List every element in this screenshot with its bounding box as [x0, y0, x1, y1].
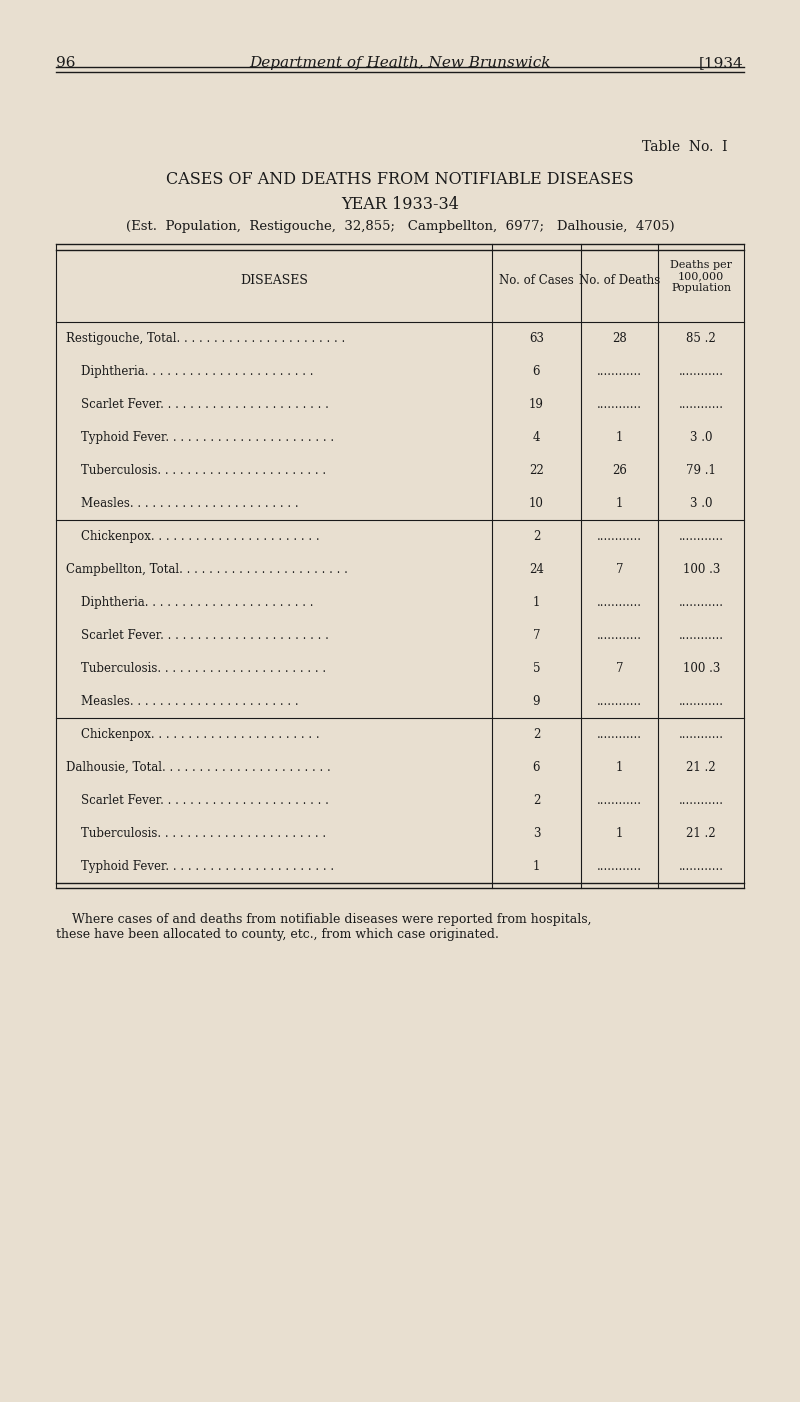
Text: No. of Cases: No. of Cases — [499, 273, 574, 287]
Text: ............: ............ — [678, 794, 724, 806]
Text: 1: 1 — [616, 827, 623, 840]
Text: 19: 19 — [529, 398, 544, 411]
Text: Typhoid Fever. . . . . . . . . . . . . . . . . . . . . . .: Typhoid Fever. . . . . . . . . . . . . .… — [66, 432, 334, 444]
Text: (Est.  Population,  Restigouche,  32,855;   Campbellton,  6977;   Dalhousie,  47: (Est. Population, Restigouche, 32,855; C… — [126, 220, 674, 233]
Text: ............: ............ — [678, 859, 724, 872]
Text: 6: 6 — [533, 366, 540, 379]
Text: 79 .1: 79 .1 — [686, 464, 716, 477]
Text: ............: ............ — [597, 859, 642, 872]
Text: Tuberculosis. . . . . . . . . . . . . . . . . . . . . . .: Tuberculosis. . . . . . . . . . . . . . … — [66, 827, 326, 840]
Text: Department of Health, New Brunswick: Department of Health, New Brunswick — [250, 56, 550, 70]
Text: 10: 10 — [529, 498, 544, 510]
Text: ............: ............ — [597, 794, 642, 806]
Text: 3: 3 — [533, 827, 540, 840]
Text: CASES OF AND DEATHS FROM NOTIFIABLE DISEASES: CASES OF AND DEATHS FROM NOTIFIABLE DISE… — [166, 171, 634, 188]
Text: ............: ............ — [678, 530, 724, 543]
Text: ............: ............ — [597, 596, 642, 608]
Text: 1: 1 — [616, 432, 623, 444]
Text: 24: 24 — [529, 564, 544, 576]
Text: Tuberculosis. . . . . . . . . . . . . . . . . . . . . . .: Tuberculosis. . . . . . . . . . . . . . … — [66, 464, 326, 477]
Text: 2: 2 — [533, 794, 540, 806]
Text: 2: 2 — [533, 728, 540, 740]
Text: 1: 1 — [616, 498, 623, 510]
Text: 3 .0: 3 .0 — [690, 432, 713, 444]
Text: Scarlet Fever. . . . . . . . . . . . . . . . . . . . . . .: Scarlet Fever. . . . . . . . . . . . . .… — [66, 794, 329, 806]
Text: Diphtheria. . . . . . . . . . . . . . . . . . . . . . .: Diphtheria. . . . . . . . . . . . . . . … — [66, 366, 313, 379]
Text: Where cases of and deaths from notifiable diseases were reported from hospitals,: Where cases of and deaths from notifiabl… — [56, 913, 591, 941]
Text: 9: 9 — [533, 695, 540, 708]
Text: Scarlet Fever. . . . . . . . . . . . . . . . . . . . . . .: Scarlet Fever. . . . . . . . . . . . . .… — [66, 398, 329, 411]
Text: 63: 63 — [529, 332, 544, 345]
Text: ............: ............ — [678, 728, 724, 740]
Text: 100 .3: 100 .3 — [682, 662, 720, 674]
Text: 7: 7 — [533, 629, 540, 642]
Text: ............: ............ — [678, 629, 724, 642]
Text: DISEASES: DISEASES — [240, 273, 308, 287]
Text: Measles. . . . . . . . . . . . . . . . . . . . . . .: Measles. . . . . . . . . . . . . . . . .… — [66, 695, 298, 708]
Text: ............: ............ — [678, 596, 724, 608]
Text: Dalhousie, Total. . . . . . . . . . . . . . . . . . . . . . .: Dalhousie, Total. . . . . . . . . . . . … — [66, 761, 330, 774]
Text: 26: 26 — [612, 464, 627, 477]
Text: Diphtheria. . . . . . . . . . . . . . . . . . . . . . .: Diphtheria. . . . . . . . . . . . . . . … — [66, 596, 313, 608]
Text: 85 .2: 85 .2 — [686, 332, 716, 345]
Text: Restigouche, Total. . . . . . . . . . . . . . . . . . . . . . .: Restigouche, Total. . . . . . . . . . . … — [66, 332, 345, 345]
Text: ............: ............ — [597, 728, 642, 740]
Text: 7: 7 — [616, 564, 623, 576]
Text: 1: 1 — [533, 596, 540, 608]
Text: 4: 4 — [533, 432, 540, 444]
Text: Campbellton, Total. . . . . . . . . . . . . . . . . . . . . . .: Campbellton, Total. . . . . . . . . . . … — [66, 564, 347, 576]
Text: 22: 22 — [529, 464, 544, 477]
Text: Deaths per
100,000
Population: Deaths per 100,000 Population — [670, 259, 732, 293]
Text: Measles. . . . . . . . . . . . . . . . . . . . . . .: Measles. . . . . . . . . . . . . . . . .… — [66, 498, 298, 510]
Text: 21 .2: 21 .2 — [686, 761, 716, 774]
Text: 3 .0: 3 .0 — [690, 498, 713, 510]
Text: Scarlet Fever. . . . . . . . . . . . . . . . . . . . . . .: Scarlet Fever. . . . . . . . . . . . . .… — [66, 629, 329, 642]
Text: 100 .3: 100 .3 — [682, 564, 720, 576]
Text: ............: ............ — [678, 695, 724, 708]
Text: 7: 7 — [616, 662, 623, 674]
Text: 2: 2 — [533, 530, 540, 543]
Text: Table  No.  I: Table No. I — [642, 140, 728, 154]
Text: ............: ............ — [597, 530, 642, 543]
Text: Typhoid Fever. . . . . . . . . . . . . . . . . . . . . . .: Typhoid Fever. . . . . . . . . . . . . .… — [66, 859, 334, 872]
Text: 5: 5 — [533, 662, 540, 674]
Text: YEAR 1933-34: YEAR 1933-34 — [341, 196, 459, 213]
Text: Chickenpox. . . . . . . . . . . . . . . . . . . . . . .: Chickenpox. . . . . . . . . . . . . . . … — [66, 530, 319, 543]
Text: ............: ............ — [597, 366, 642, 379]
Text: ............: ............ — [597, 695, 642, 708]
Text: [1934: [1934 — [699, 56, 744, 70]
Text: ............: ............ — [597, 398, 642, 411]
Text: 21 .2: 21 .2 — [686, 827, 716, 840]
Text: 28: 28 — [612, 332, 627, 345]
Text: Tuberculosis. . . . . . . . . . . . . . . . . . . . . . .: Tuberculosis. . . . . . . . . . . . . . … — [66, 662, 326, 674]
Text: ............: ............ — [678, 398, 724, 411]
Text: 6: 6 — [533, 761, 540, 774]
Text: No. of Deaths: No. of Deaths — [579, 273, 660, 287]
Text: Chickenpox. . . . . . . . . . . . . . . . . . . . . . .: Chickenpox. . . . . . . . . . . . . . . … — [66, 728, 319, 740]
Text: ............: ............ — [597, 629, 642, 642]
Text: ............: ............ — [678, 366, 724, 379]
Text: 96: 96 — [56, 56, 75, 70]
Text: 1: 1 — [616, 761, 623, 774]
Text: 1: 1 — [533, 859, 540, 872]
